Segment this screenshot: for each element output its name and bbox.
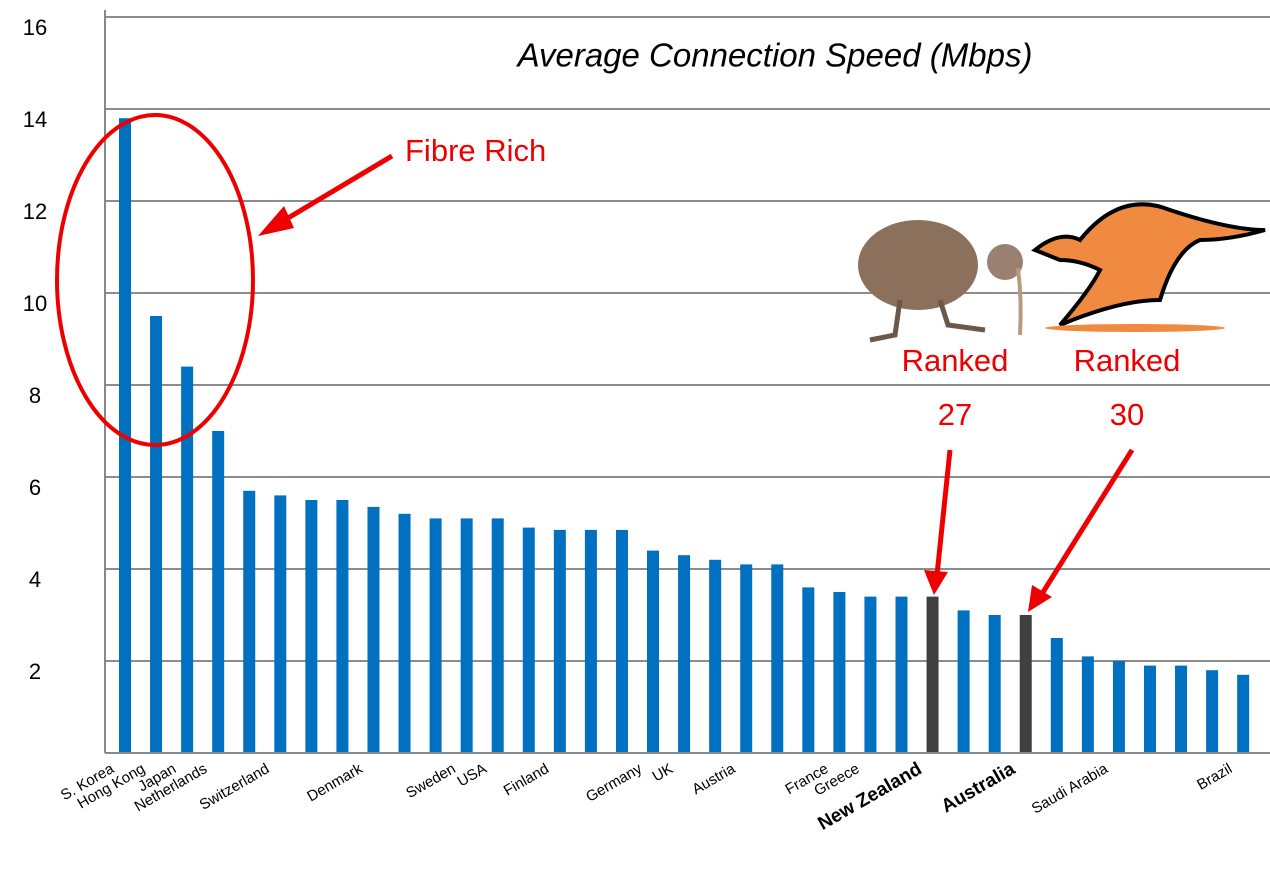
bar [150, 316, 162, 753]
annotation: Ranked [902, 343, 1009, 378]
kangaroo-illustration [1035, 204, 1265, 332]
bar [181, 367, 193, 753]
y-tick-label: 14 [23, 107, 47, 132]
x-tick-label: USA [454, 760, 489, 790]
bar [740, 564, 752, 753]
bar [367, 507, 379, 753]
arrowhead [924, 570, 948, 595]
y-tick-label: 2 [29, 659, 41, 684]
annotation: 27 [938, 397, 972, 432]
bar [958, 610, 970, 753]
kiwi-illustration [858, 220, 1023, 340]
bar [1113, 661, 1125, 753]
bar [461, 518, 473, 753]
bar [678, 555, 690, 753]
x-tick-label: Germany [583, 760, 645, 806]
bar [616, 530, 628, 753]
x-tick-label: Denmark [304, 760, 366, 805]
bar [989, 615, 1001, 753]
bar [1020, 615, 1032, 753]
bar [1082, 656, 1094, 753]
bar [305, 500, 317, 753]
bar [492, 518, 504, 753]
y-tick-label: 6 [29, 475, 41, 500]
annotation: Fibre Rich [405, 133, 546, 168]
bar [212, 431, 224, 753]
arrow [1040, 450, 1132, 597]
bar [399, 514, 411, 753]
bar [802, 587, 814, 753]
annotation: 30 [1110, 397, 1144, 432]
y-tick-label: 10 [23, 291, 47, 316]
bar [1144, 666, 1156, 753]
y-tick-label: 16 [23, 15, 47, 40]
x-tick-label: UK [650, 760, 677, 785]
bar [430, 518, 442, 753]
bar [647, 551, 659, 753]
x-tick-label: Finland [501, 760, 552, 799]
chart-title: Average Connection Speed (Mbps) [516, 37, 1033, 74]
bar [554, 530, 566, 753]
annotation: Ranked [1074, 343, 1181, 378]
bar [336, 500, 348, 753]
bar [585, 530, 597, 753]
arrowhead [1028, 585, 1052, 612]
x-tick-label: Austria [689, 760, 738, 798]
x-tick-label: Australia [938, 758, 1019, 817]
bars [119, 118, 1249, 753]
y-tick-label: 4 [29, 567, 41, 592]
bar [1175, 666, 1187, 753]
y-tick-label: 12 [23, 199, 47, 224]
bar [274, 495, 286, 753]
bar [1206, 670, 1218, 753]
arrowhead [258, 206, 294, 236]
bar [896, 597, 908, 753]
bar [1051, 638, 1063, 753]
bar [709, 560, 721, 753]
x-tick-label: Brazil [1194, 760, 1235, 793]
x-tick-label: New Zealand [814, 758, 925, 834]
y-tick-label: 8 [29, 383, 41, 408]
x-tick-label: Sweden [403, 760, 458, 802]
x-tick-label: Saudi Arabia [1029, 760, 1112, 818]
bar [833, 592, 845, 753]
x-tick-label: Switzerland [197, 760, 273, 813]
bar [1237, 675, 1249, 753]
bar [523, 528, 535, 753]
bar [243, 491, 255, 753]
bar [927, 597, 939, 753]
arrow [937, 450, 950, 575]
bar [864, 597, 876, 753]
bar [771, 564, 783, 753]
chart: Average Connection Speed (Mbps) Fibre Ri… [0, 0, 1270, 878]
